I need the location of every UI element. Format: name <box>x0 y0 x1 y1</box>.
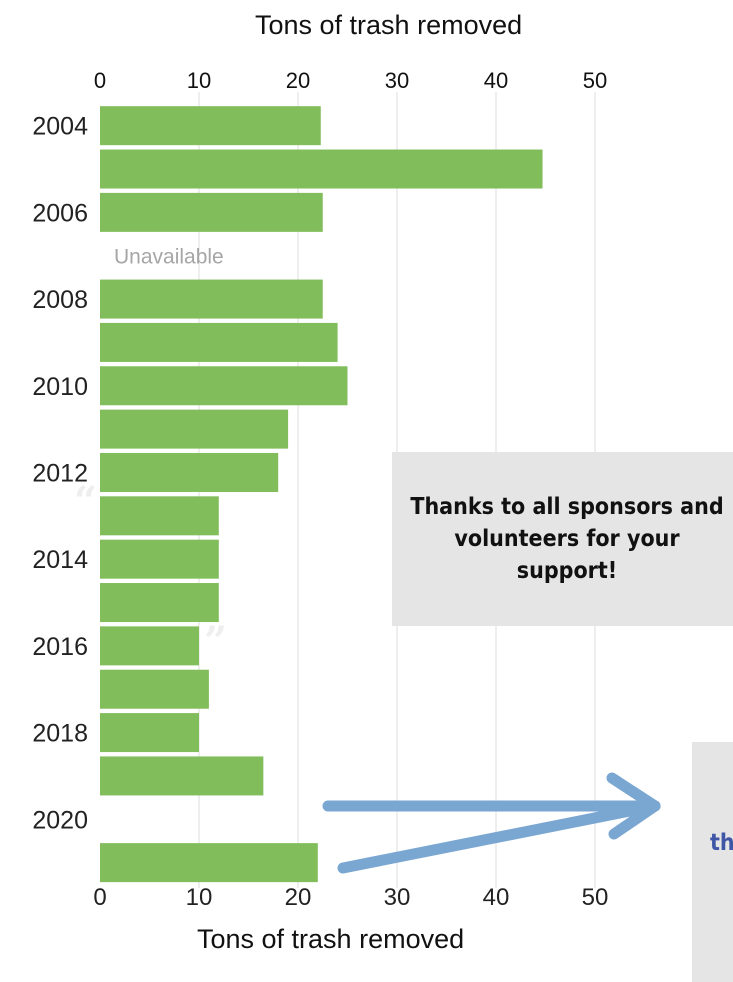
top-x-tick-label: 20 <box>286 68 310 93</box>
y-tick-label: 2020 <box>32 806 88 834</box>
top-axis-ticks: 0 10 20 30 40 50 <box>94 68 607 93</box>
bar-2010 <box>100 366 348 406</box>
right-callout-text: th <box>710 830 733 856</box>
x-tick-label: 10 <box>186 884 213 911</box>
y-axis-ticks: 2004 2006 2008 2010 2012 2014 2016 2018 2020 <box>32 113 88 835</box>
close-quote-mark: ” <box>204 618 228 665</box>
x-axis-title: Tons of trash removed <box>197 924 465 954</box>
arrow-head <box>606 772 661 840</box>
bar-2018 <box>100 713 199 753</box>
bar-2009 <box>100 322 338 362</box>
top-axis-title: Tons of trash removed <box>255 10 523 40</box>
y-tick-label: 2004 <box>32 113 88 141</box>
y-tick-label: 2006 <box>32 199 88 227</box>
bar-2016 <box>100 626 199 666</box>
annotations: Unavailable <box>114 246 224 269</box>
bar-2012 <box>100 452 279 492</box>
x-tick-label: 50 <box>582 884 609 911</box>
bar-2015 <box>100 583 219 623</box>
bar-2017 <box>100 669 209 709</box>
arrow-lower-line <box>337 800 661 874</box>
bars <box>100 106 543 883</box>
top-x-tick-label: 0 <box>94 68 106 93</box>
top-x-tick-label: 50 <box>583 68 607 93</box>
top-x-tick-label: 10 <box>187 68 211 93</box>
bar-2013 <box>100 496 219 536</box>
x-tick-label: 20 <box>285 884 312 911</box>
bar-2006 <box>100 192 323 232</box>
bar-2008 <box>100 279 323 319</box>
right-callout-box: th <box>692 742 733 982</box>
x-tick-label: 30 <box>384 884 411 911</box>
y-tick-label: 2018 <box>32 720 88 748</box>
arrow-graphic <box>322 772 661 874</box>
bar-2021 <box>100 843 318 883</box>
y-tick-label: 2014 <box>32 546 88 574</box>
y-tick-label: 2016 <box>32 633 88 661</box>
bar-2005 <box>100 149 543 189</box>
bar-2019 <box>100 756 264 796</box>
x-tick-label: 40 <box>483 884 510 911</box>
bar-2004 <box>100 106 321 146</box>
bottom-axis-ticks: 0 10 20 30 40 50 <box>93 884 608 911</box>
top-x-tick-label: 40 <box>484 68 508 93</box>
y-tick-label: 2012 <box>32 459 88 487</box>
thanks-callout: Thanks to all sponsors and volunteers fo… <box>392 452 733 626</box>
unavailable-annotation: Unavailable <box>114 246 224 269</box>
y-tick-label: 2008 <box>32 286 88 314</box>
y-tick-label: 2010 <box>32 373 88 401</box>
x-tick-label: 0 <box>93 884 106 911</box>
bar-2011 <box>100 409 289 449</box>
open-quote-mark: “ <box>74 478 98 525</box>
bar-2014 <box>100 539 219 579</box>
thanks-callout-text: Thanks to all sponsors and volunteers fo… <box>410 494 724 584</box>
top-x-tick-label: 30 <box>385 68 409 93</box>
